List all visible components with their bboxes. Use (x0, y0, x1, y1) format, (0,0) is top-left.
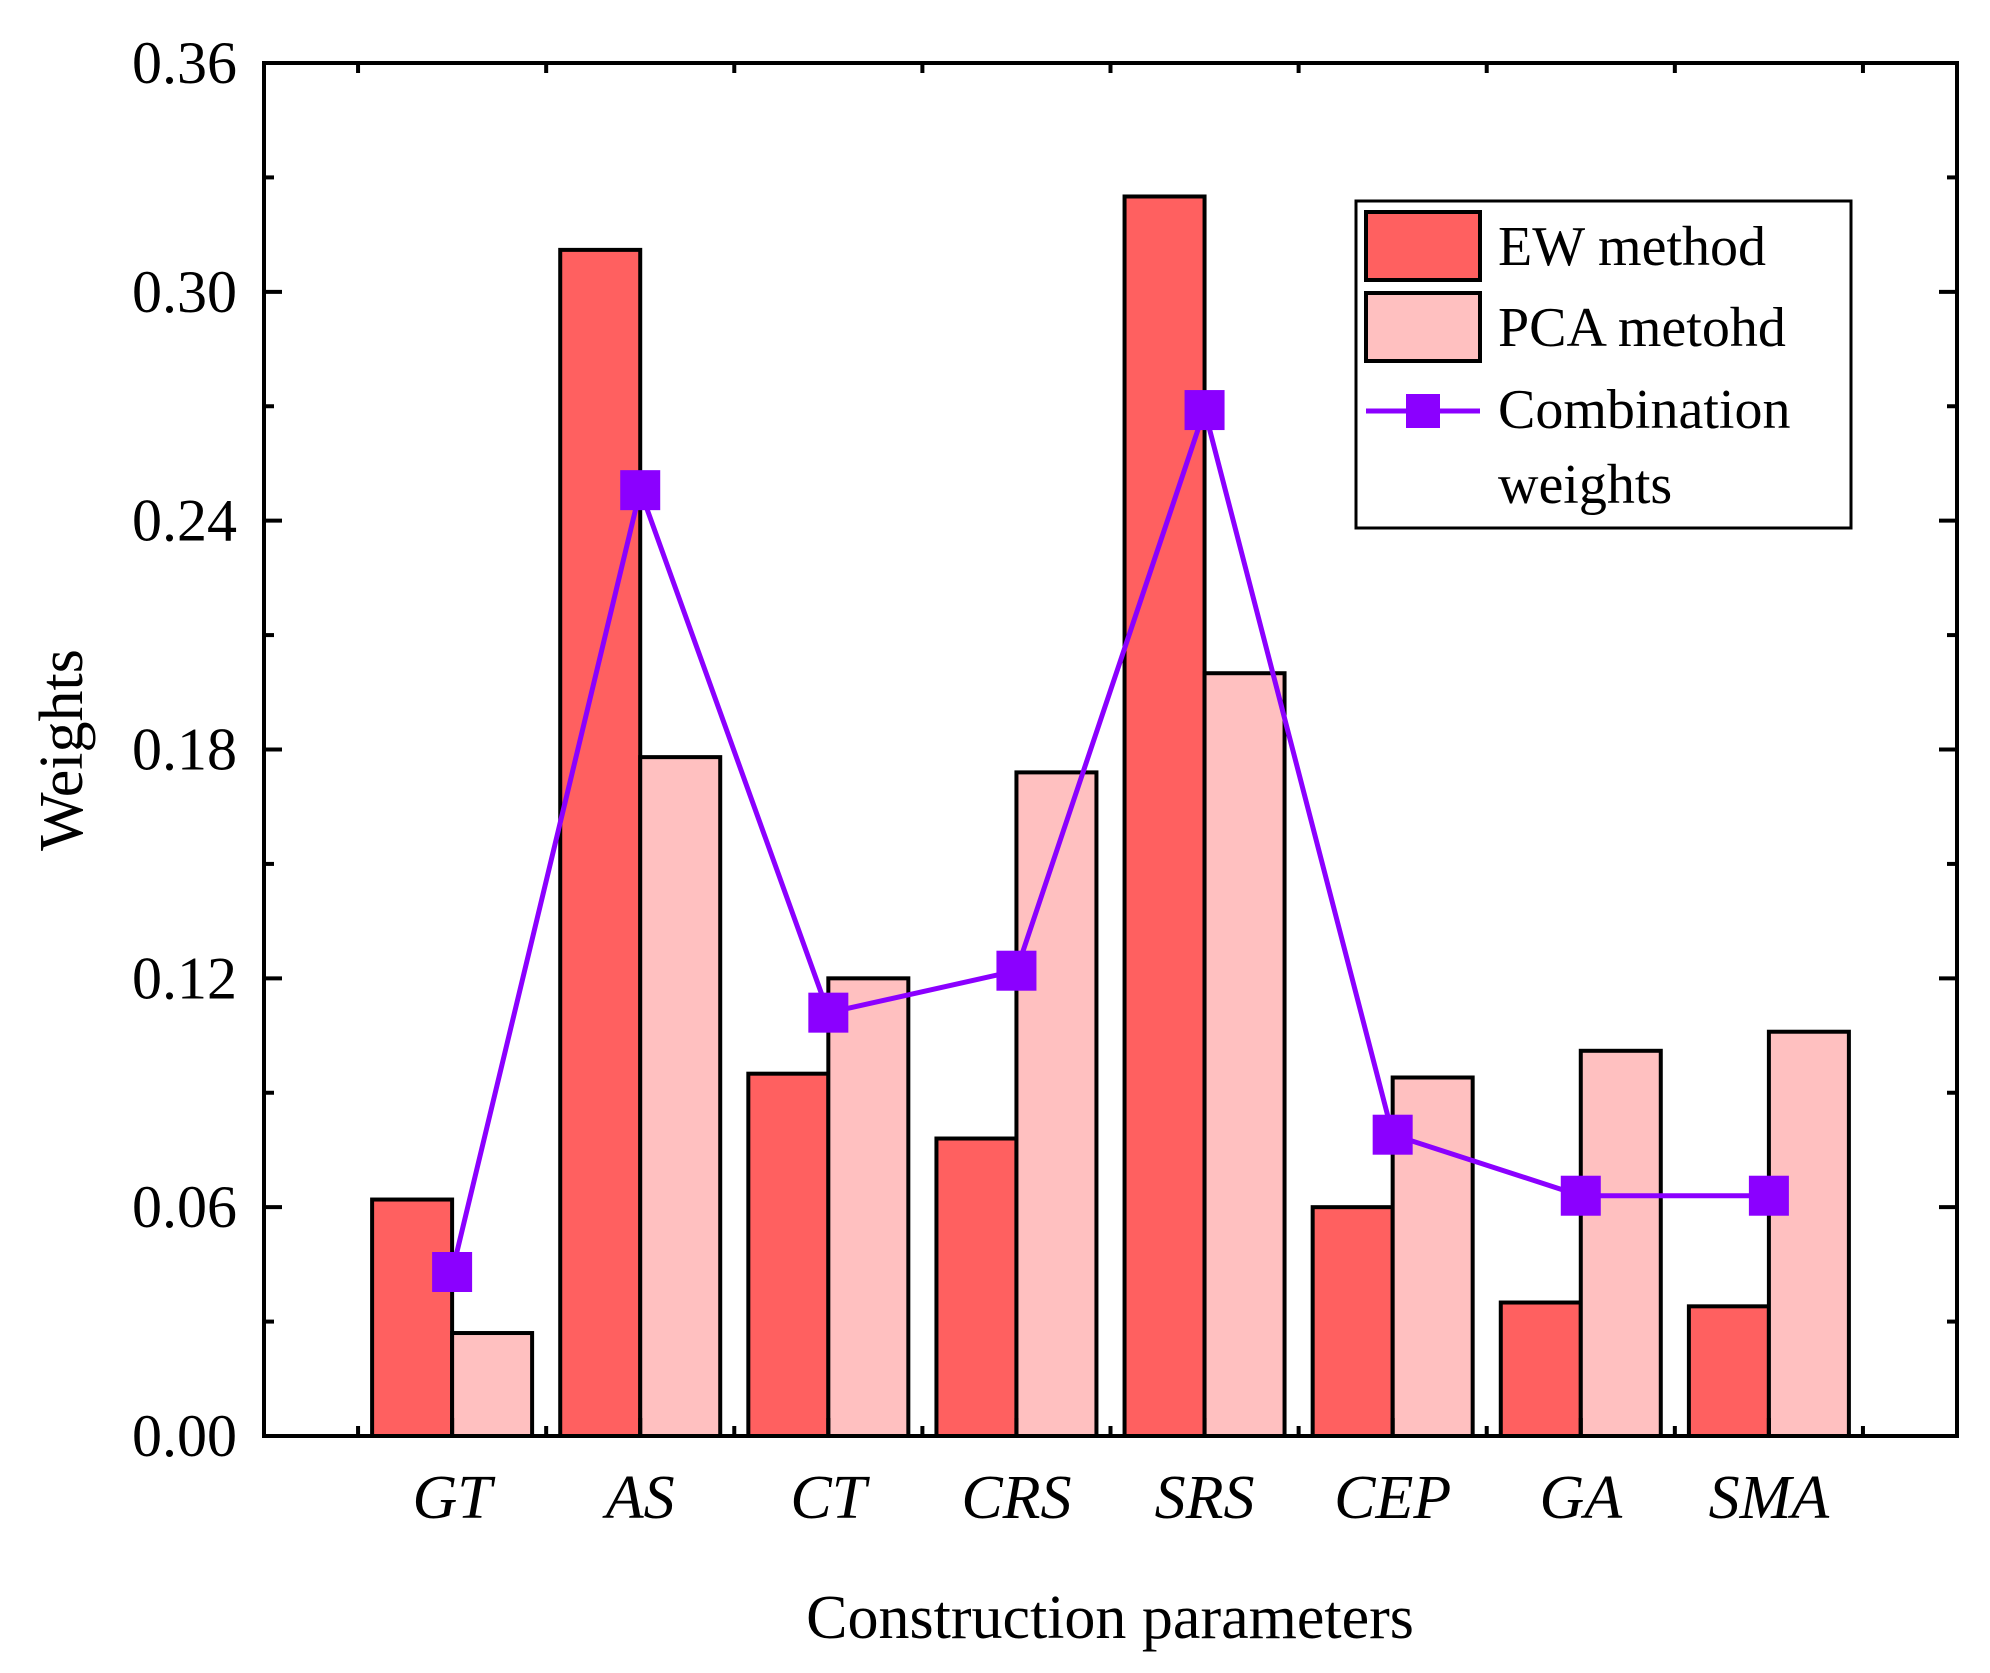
combination-marker-sma (1748, 1175, 1789, 1216)
bar-ew-gt (370, 1197, 455, 1439)
bar-pca-gt (450, 1331, 535, 1439)
legend-label-ew: EW method (1498, 216, 1766, 278)
y-tick-label: 0.36 (132, 30, 237, 96)
x-tick-label-crs: CRS (961, 1464, 1071, 1532)
combination-marker-cep (1372, 1114, 1413, 1155)
y-axis-label: Weights (28, 649, 96, 851)
y-tick-label: 0.06 (132, 1174, 237, 1240)
bar-ew-cep (1310, 1205, 1395, 1438)
legend: EW method PCA metohd Combination weights (1354, 199, 1853, 530)
x-tick-label-cep: CEP (1334, 1464, 1451, 1532)
combination-weights-line (449, 401, 1769, 1273)
bar-pca-sma (1766, 1029, 1851, 1438)
combination-marker-ga (1560, 1175, 1601, 1216)
bar-ew-sma (1686, 1304, 1771, 1438)
combination-marker-gt (432, 1252, 473, 1293)
bar-ew-as (558, 247, 643, 1438)
combination-marker-srs (1184, 390, 1225, 431)
bar-pca-ct (826, 976, 911, 1438)
combination-line-layer (432, 390, 1789, 1293)
combination-marker-ct (808, 992, 849, 1033)
combination-marker-crs (996, 950, 1037, 991)
bar-ew-ga (1498, 1300, 1583, 1439)
x-tick-label-srs: SRS (1155, 1464, 1255, 1532)
x-tick-label-ct: CT (790, 1464, 870, 1532)
x-tick-label-sma: SMA (1709, 1464, 1831, 1532)
bar-pca-ga (1578, 1048, 1663, 1439)
bar-ew-crs (934, 1136, 1019, 1439)
bar-ew-ct (746, 1071, 831, 1438)
bar-pca-crs (1014, 770, 1099, 1438)
bar-pca-srs (1202, 671, 1287, 1438)
combination-marker-as (620, 470, 661, 511)
bar-ew-srs (1122, 194, 1207, 1439)
ticks-layer (264, 61, 1957, 1438)
legend-label-combination-line1: Combination (1498, 379, 1790, 441)
x-tick-label-as: AS (602, 1464, 675, 1532)
legend-swatch-pca (1364, 291, 1482, 363)
y-tick-label: 0.24 (132, 488, 237, 554)
y-tick-label: 0.18 (132, 717, 237, 783)
y-tick-label: 0.00 (132, 1403, 237, 1469)
legend-label-pca: PCA metohd (1498, 297, 1786, 359)
y-tick-label: 0.30 (132, 259, 237, 325)
x-tick-label-ga: GA (1539, 1464, 1623, 1532)
legend-swatch-ew (1364, 210, 1482, 282)
y-tick-label: 0.12 (132, 945, 237, 1011)
bars-layer (370, 194, 1851, 1439)
y-tick-labels: 0.00 0.06 0.12 0.18 0.24 0.30 0.36 (132, 30, 237, 1469)
bar-pca-as (638, 755, 723, 1438)
x-tick-labels: GT AS CT CRS SRS CEP GA SMA (412, 1464, 1830, 1532)
x-axis-label: Construction parameters (806, 1584, 1414, 1652)
x-tick-label-gt: GT (412, 1464, 496, 1532)
legend-label-combination-line2: weights (1498, 454, 1672, 516)
legend-swatch-combination-marker (1406, 394, 1440, 428)
